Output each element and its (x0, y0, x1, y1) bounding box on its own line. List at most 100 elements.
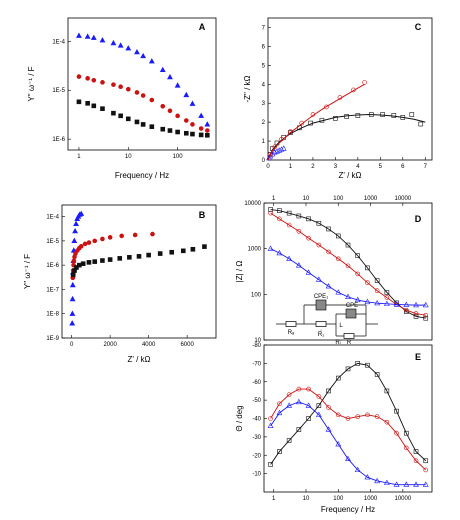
data-point (78, 210, 85, 216)
data-point (404, 445, 409, 451)
y-tick-label: -30 (252, 435, 261, 441)
data-point (107, 235, 113, 240)
data-point (384, 388, 390, 394)
data-point (198, 126, 204, 131)
data-point (125, 116, 131, 122)
x-axis-label: Z' / kΩ (127, 355, 150, 364)
series-red-line (267, 83, 365, 161)
data-point (167, 73, 173, 80)
y-tick-label: -20 (252, 453, 261, 459)
x-tick-label-top: 1000 (364, 196, 378, 202)
data-point (383, 300, 390, 306)
chart-panel-d: 1 10 100 1000 10000 10 100 1000 10000 D |Z| / Ω CPE… (235, 196, 433, 346)
data-point (99, 37, 106, 43)
data-point (324, 104, 329, 110)
x-tick-label-top: 100 (333, 196, 344, 202)
x-tick-label: 5 (379, 164, 383, 170)
data-point (183, 130, 189, 136)
y-tick-label: -50 (252, 398, 261, 404)
data-point (345, 242, 351, 248)
data-point (422, 301, 429, 308)
data-point (127, 255, 132, 260)
x-axis-label: Frequency / Hz (115, 171, 169, 180)
data-point (189, 100, 196, 106)
data-point (140, 52, 147, 59)
data-point (190, 131, 195, 137)
data-point (167, 108, 173, 114)
data-point (146, 252, 151, 258)
data-point (306, 416, 311, 421)
data-point (268, 210, 273, 216)
data-point (345, 366, 351, 372)
data-point (190, 122, 195, 127)
data-point (295, 398, 302, 405)
data-point (404, 430, 409, 436)
data-point (355, 361, 361, 366)
data-point (413, 449, 419, 454)
data-point (175, 113, 180, 119)
data-point (118, 84, 123, 90)
data-point (167, 128, 173, 133)
y-tick-label: -40 (252, 417, 261, 423)
data-point (160, 103, 166, 109)
data-point (306, 386, 311, 392)
data-point (77, 262, 82, 268)
chart-panel-c: 0 1 2 3 4 5 6 7 0 1 2 3 4 5 6 7 C Z' / kΩ -Z" / kΩ (243, 17, 433, 180)
data-point (111, 82, 116, 87)
y-tick-label: 5 (262, 63, 266, 69)
data-point (82, 241, 88, 247)
x-tick-label: 3 (334, 164, 338, 170)
data-point (305, 402, 312, 408)
data-point (364, 298, 371, 305)
panel-letter: B (199, 210, 206, 220)
y-tick-label: 1E-7 (46, 287, 59, 293)
data-point (335, 440, 342, 447)
data-point (100, 80, 105, 85)
data-point (107, 257, 113, 262)
data-point (365, 265, 370, 271)
data-point (325, 426, 332, 432)
y-tick-label: 2 (262, 120, 266, 126)
data-point (140, 93, 146, 98)
data-point (100, 106, 105, 111)
y-tick-label: 1E-4 (46, 215, 59, 221)
data-point (125, 86, 131, 92)
y-tick-label: 1E-9 (46, 336, 59, 342)
series-red-open-circle (268, 386, 429, 473)
data-point (365, 412, 370, 418)
data-point (183, 118, 189, 123)
circuit-label: L (339, 323, 343, 329)
y-axis-label: Y" ω⁻¹ / F (27, 66, 36, 101)
series-black-line (267, 114, 426, 161)
cpe-l (315, 299, 327, 311)
fit-line (270, 362, 427, 465)
y-tick-label: 10000 (244, 201, 261, 207)
data-point (183, 91, 190, 98)
data-point (413, 311, 419, 316)
data-point (136, 254, 142, 259)
data-point (393, 301, 400, 307)
data-point (374, 372, 380, 377)
cpe-cdl (345, 308, 357, 319)
y-tick-label: 100 (251, 292, 262, 298)
data-point (69, 281, 76, 288)
series-red-circle (76, 74, 210, 133)
fit-line (267, 114, 426, 161)
data-point (403, 481, 410, 487)
data-point (306, 216, 311, 222)
x-tick-label: 4000 (142, 342, 156, 348)
data-point (316, 403, 322, 408)
y-axis-label: -Z" / kΩ (243, 75, 252, 102)
circuit-label: R₁ (318, 332, 324, 338)
x-axis-label: Frequency / Hz (321, 505, 375, 514)
data-point (394, 430, 399, 436)
x-tick-label: 10 (125, 154, 132, 160)
x-tick-label: 2000 (103, 342, 117, 348)
data-point (404, 307, 409, 313)
data-point (268, 207, 273, 212)
data-point (296, 427, 302, 432)
circuit-label: CPE₁ (314, 294, 328, 300)
circuit-label: CPE (346, 303, 358, 309)
x-tick-label: 7 (424, 164, 428, 170)
